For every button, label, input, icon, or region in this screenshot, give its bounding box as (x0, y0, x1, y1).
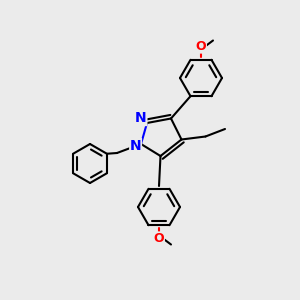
Text: O: O (154, 232, 164, 245)
Text: N: N (130, 139, 141, 152)
Text: N: N (135, 112, 147, 125)
Text: O: O (196, 40, 206, 53)
